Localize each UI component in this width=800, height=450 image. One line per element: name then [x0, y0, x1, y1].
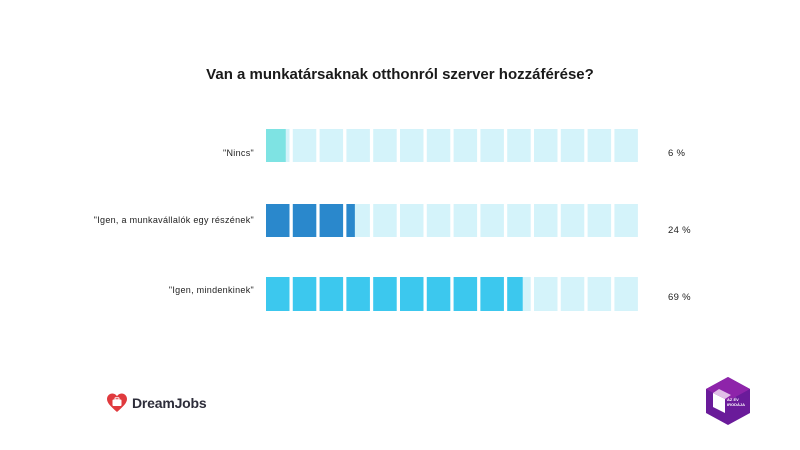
- bar-3-segment-fill: [400, 277, 424, 311]
- bar-2-segment-track: [426, 204, 451, 237]
- bar-1-segment-track: [534, 129, 558, 162]
- bar-3-segment-fill: [346, 277, 370, 311]
- bar-2-segment-track: [507, 204, 531, 237]
- bar-3-segment-track: [560, 277, 585, 311]
- bar-3-segment-fill: [373, 277, 397, 311]
- bar-3-segment-track: [534, 277, 558, 311]
- bar-3: [266, 277, 638, 311]
- bar-1-segment-track: [560, 129, 585, 162]
- category-label-nincs: "Nincs": [223, 148, 254, 158]
- bar-1-segment-track: [587, 129, 612, 162]
- bar-3-segment-fill: [453, 277, 478, 311]
- award-badge-text: AZ ÉV IRODÁJA: [727, 397, 746, 407]
- bar-3-segment-fill: [426, 277, 451, 311]
- award-badge-icon: [706, 377, 750, 425]
- bar-2-segment-fill: [319, 204, 344, 237]
- heart-briefcase-icon: [107, 393, 127, 412]
- bar-2-segment-track: [587, 204, 612, 237]
- brand-name: DreamJobs: [132, 395, 207, 411]
- chart-title: Van a munkatársaknak otthonról szerver h…: [206, 66, 594, 83]
- value-label-reszenek: 24 %: [668, 225, 691, 236]
- bar-1: [266, 129, 638, 162]
- bar-2-segment-fill: [292, 204, 317, 237]
- bar-1-segment-fill: [266, 129, 286, 162]
- dreamjobs-logo: DreamJobs: [106, 392, 207, 414]
- bar-2-segment-track: [614, 204, 638, 237]
- bar-1-segment-track: [614, 129, 638, 162]
- bar-2-segment-track: [534, 204, 558, 237]
- bar-3-segment-fill: [266, 277, 290, 311]
- bar-3-segment-fill: [292, 277, 317, 311]
- bar-2-segment-track: [400, 204, 424, 237]
- bar-1-segment-track: [426, 129, 451, 162]
- bar-2: [266, 204, 638, 237]
- category-label-mindenkinek: "Igen, mindenkinek": [168, 285, 254, 295]
- bar-3-segment-fill: [480, 277, 504, 311]
- bar-2-segment-track: [453, 204, 478, 237]
- category-label-reszenek: "Igen, a munkavállalók egy részének": [93, 215, 254, 225]
- bar-1-segment-track: [480, 129, 504, 162]
- bar-3-segment-track: [587, 277, 612, 311]
- bar-1-segment-track: [373, 129, 397, 162]
- bar-1-segment-track: [453, 129, 478, 162]
- bar-2-segment-fill: [266, 204, 290, 237]
- bar-3-segment-fill: [507, 277, 523, 311]
- bar-3-segment-fill: [319, 277, 344, 311]
- bar-2-segment-fill: [346, 204, 355, 237]
- value-label-mindenkinek: 69 %: [668, 292, 691, 303]
- bar-1-segment-track: [400, 129, 424, 162]
- bar-1-segment-track: [292, 129, 317, 162]
- bar-2-segment-track: [480, 204, 504, 237]
- bar-1-segment-track: [319, 129, 344, 162]
- bar-1-segment-track: [346, 129, 370, 162]
- bar-3-segment-track: [614, 277, 638, 311]
- bar-2-segment-track: [560, 204, 585, 237]
- bar-1-segment-track: [507, 129, 531, 162]
- bar-2-segment-track: [373, 204, 397, 237]
- value-label-nincs: 6 %: [668, 148, 686, 159]
